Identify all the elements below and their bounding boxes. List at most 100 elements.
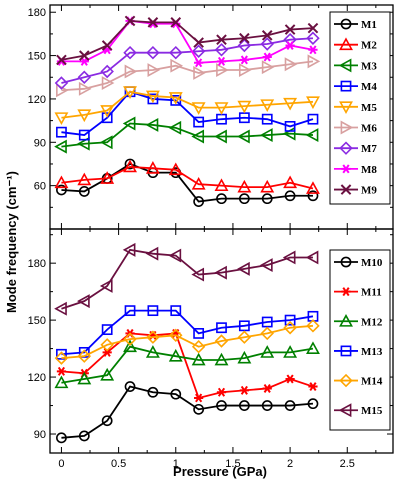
data-point [260, 37, 274, 51]
legend-item-m15: M15 [334, 403, 383, 417]
series-line [61, 60, 314, 92]
data-point [170, 305, 182, 317]
data-point [262, 52, 272, 62]
data-point [306, 319, 320, 333]
data-point [262, 383, 272, 393]
legend-label: M10 [361, 257, 383, 269]
legend-label: M11 [361, 287, 382, 299]
x-tick-label: 0.5 [111, 458, 126, 470]
data-point [259, 128, 273, 143]
data-point [307, 190, 319, 202]
data-point [284, 314, 296, 326]
data-point [100, 367, 115, 381]
data-point [306, 31, 320, 45]
data-point [237, 261, 250, 276]
data-point [77, 172, 92, 186]
data-point [100, 64, 114, 79]
data-point [146, 330, 160, 344]
data-point [123, 339, 137, 353]
legend-marker [339, 37, 353, 51]
data-point [193, 65, 206, 80]
data-point [56, 366, 67, 376]
legend-marker [341, 287, 351, 297]
data-point [124, 64, 138, 79]
data-point [216, 193, 227, 205]
series-m14 [54, 319, 320, 365]
data-point [193, 37, 204, 48]
data-point [194, 393, 204, 403]
data-point [260, 99, 275, 112]
data-point [147, 93, 159, 105]
data-point [147, 386, 159, 398]
data-point [283, 97, 298, 111]
data-point [100, 338, 114, 352]
data-point [170, 17, 182, 28]
legend-marker [340, 184, 352, 195]
data-point [77, 70, 92, 84]
data-point [78, 186, 90, 197]
legend-label: M13 [361, 346, 383, 358]
data-point [77, 136, 90, 151]
data-point [191, 102, 206, 115]
legend-item-m1: M1 [334, 18, 377, 31]
data-point [145, 161, 160, 174]
data-point [238, 400, 250, 411]
legend: M10 M11 M12 M13 M14 M15 [329, 249, 391, 431]
data-point [56, 348, 67, 360]
legend-label: M8 [361, 164, 377, 176]
data-point [239, 32, 250, 44]
data-point [306, 181, 320, 194]
data-point [307, 54, 321, 69]
data-point [308, 45, 318, 55]
data-point [168, 248, 182, 263]
data-point [56, 184, 67, 196]
y-tick-label: 120 [28, 94, 46, 106]
legend-item-m6: M6 [334, 120, 377, 134]
data-point [54, 76, 69, 90]
data-point [101, 324, 113, 336]
plot-frame [49, 228, 394, 454]
y-tick-label: 90 [34, 137, 46, 149]
data-point [78, 430, 90, 442]
x-axis-title: Pressure (GPa) [173, 464, 267, 479]
x-tick-label: 1.5 [225, 458, 240, 470]
legend-item-m8: M8 [334, 164, 377, 176]
data-point [56, 432, 67, 444]
data-point [77, 371, 92, 385]
data-point [239, 385, 249, 395]
series-line [61, 19, 314, 64]
data-point [124, 381, 136, 392]
data-point [193, 196, 205, 207]
series-line [61, 332, 314, 400]
legend-label: M7 [361, 143, 377, 155]
legend: M1 M2 M3 M4 M5 M6 M7 M8 M9 [329, 11, 391, 205]
legend-label: M4 [361, 81, 377, 93]
legend-box [329, 249, 391, 431]
data-point [99, 278, 113, 293]
data-point [124, 15, 136, 27]
data-point [237, 330, 252, 344]
data-point [214, 265, 227, 280]
data-point [101, 415, 113, 427]
data-point [146, 45, 160, 60]
legend-marker [340, 256, 352, 268]
data-point [284, 120, 296, 132]
data-point [191, 339, 206, 354]
data-point [216, 400, 227, 411]
data-point [214, 178, 229, 192]
data-point [100, 171, 115, 184]
data-point [170, 58, 184, 73]
data-point [54, 301, 67, 316]
x-tick-label: 2.5 [340, 458, 355, 470]
legend-label: M1 [361, 19, 377, 31]
data-point [122, 116, 136, 131]
data-point [56, 126, 67, 138]
data-point [239, 55, 249, 65]
legend-item-m4: M4 [334, 80, 377, 93]
data-point [307, 22, 319, 34]
legend-item-m13: M13 [334, 345, 383, 358]
series-line [61, 165, 314, 190]
data-point [145, 345, 160, 358]
